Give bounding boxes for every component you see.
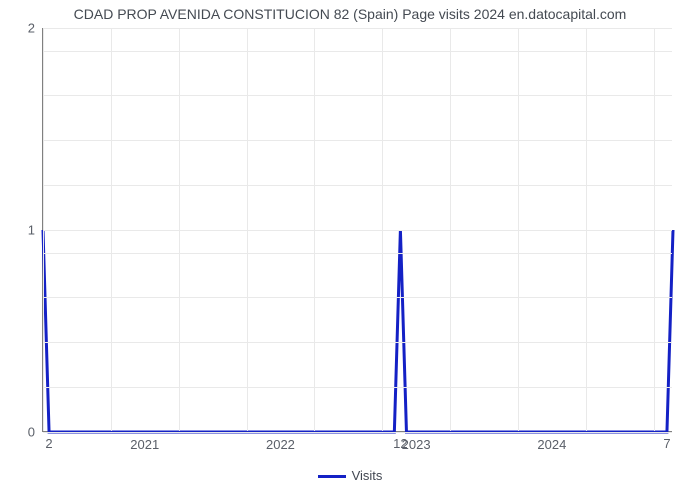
chart-title: CDAD PROP AVENIDA CONSTITUCION 82 (Spain… [0, 6, 700, 22]
line-chart: CDAD PROP AVENIDA CONSTITUCION 82 (Spain… [0, 0, 700, 500]
data-annotation: 2 [45, 436, 52, 451]
gridline-vertical [450, 28, 451, 431]
data-annotation: 7 [663, 436, 670, 451]
gridline-vertical [111, 28, 112, 431]
legend-swatch [318, 475, 346, 478]
data-annotation: 12 [393, 436, 407, 451]
gridline-vertical [654, 28, 655, 431]
gridline-horizontal [43, 342, 672, 343]
gridline-horizontal [43, 140, 672, 141]
gridline-vertical [518, 28, 519, 431]
plot-area: 01220212022202320242127 [42, 28, 672, 432]
y-axis-tick-label: 0 [28, 425, 43, 440]
gridline-horizontal [43, 185, 672, 186]
gridline-horizontal [43, 230, 672, 231]
y-axis-tick-label: 2 [28, 21, 43, 36]
gridline-horizontal [43, 51, 672, 52]
visits-line [43, 230, 673, 432]
gridline-horizontal [43, 297, 672, 298]
legend-label: Visits [352, 468, 383, 483]
gridline-vertical [43, 28, 44, 431]
gridline-vertical [586, 28, 587, 431]
x-axis-tick-label: 2024 [537, 431, 566, 452]
y-axis-tick-label: 1 [28, 223, 43, 238]
gridline-vertical [179, 28, 180, 431]
gridline-horizontal [43, 28, 672, 29]
legend: Visits [0, 468, 700, 483]
gridline-vertical [382, 28, 383, 431]
gridline-horizontal [43, 253, 672, 254]
gridline-horizontal [43, 95, 672, 96]
gridline-vertical [247, 28, 248, 431]
gridline-horizontal [43, 387, 672, 388]
x-axis-tick-label: 2021 [130, 431, 159, 452]
gridline-vertical [314, 28, 315, 431]
x-axis-tick-label: 2022 [266, 431, 295, 452]
